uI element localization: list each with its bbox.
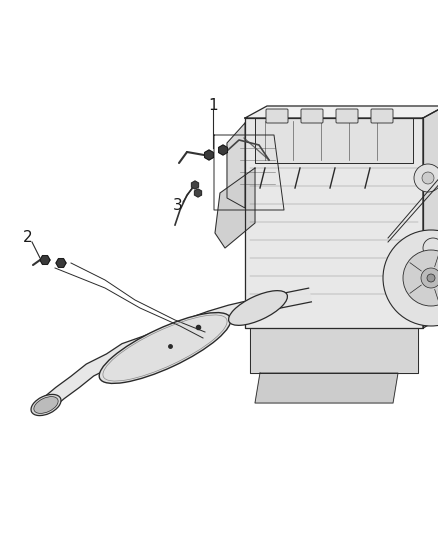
Ellipse shape [34, 397, 58, 414]
Polygon shape [255, 118, 413, 163]
Text: 1: 1 [208, 99, 218, 114]
Circle shape [403, 250, 438, 306]
Circle shape [423, 238, 438, 258]
Polygon shape [245, 106, 438, 118]
Circle shape [414, 164, 438, 192]
Ellipse shape [31, 394, 61, 416]
FancyBboxPatch shape [301, 109, 323, 123]
Circle shape [383, 230, 438, 326]
Text: 3: 3 [173, 198, 183, 213]
Text: 2: 2 [23, 230, 33, 246]
Circle shape [422, 172, 434, 184]
Polygon shape [219, 145, 227, 155]
FancyBboxPatch shape [266, 109, 288, 123]
Polygon shape [215, 168, 255, 248]
Polygon shape [194, 189, 201, 197]
Polygon shape [40, 256, 50, 264]
Polygon shape [227, 123, 245, 208]
Polygon shape [191, 181, 198, 189]
Polygon shape [250, 328, 418, 373]
Ellipse shape [229, 290, 287, 325]
Polygon shape [43, 288, 311, 408]
Circle shape [427, 274, 435, 282]
Polygon shape [245, 118, 423, 328]
FancyBboxPatch shape [371, 109, 393, 123]
Polygon shape [255, 373, 398, 403]
Polygon shape [423, 106, 438, 328]
Polygon shape [205, 150, 213, 160]
FancyBboxPatch shape [336, 109, 358, 123]
Circle shape [421, 268, 438, 288]
Polygon shape [56, 259, 66, 268]
Ellipse shape [99, 312, 231, 383]
